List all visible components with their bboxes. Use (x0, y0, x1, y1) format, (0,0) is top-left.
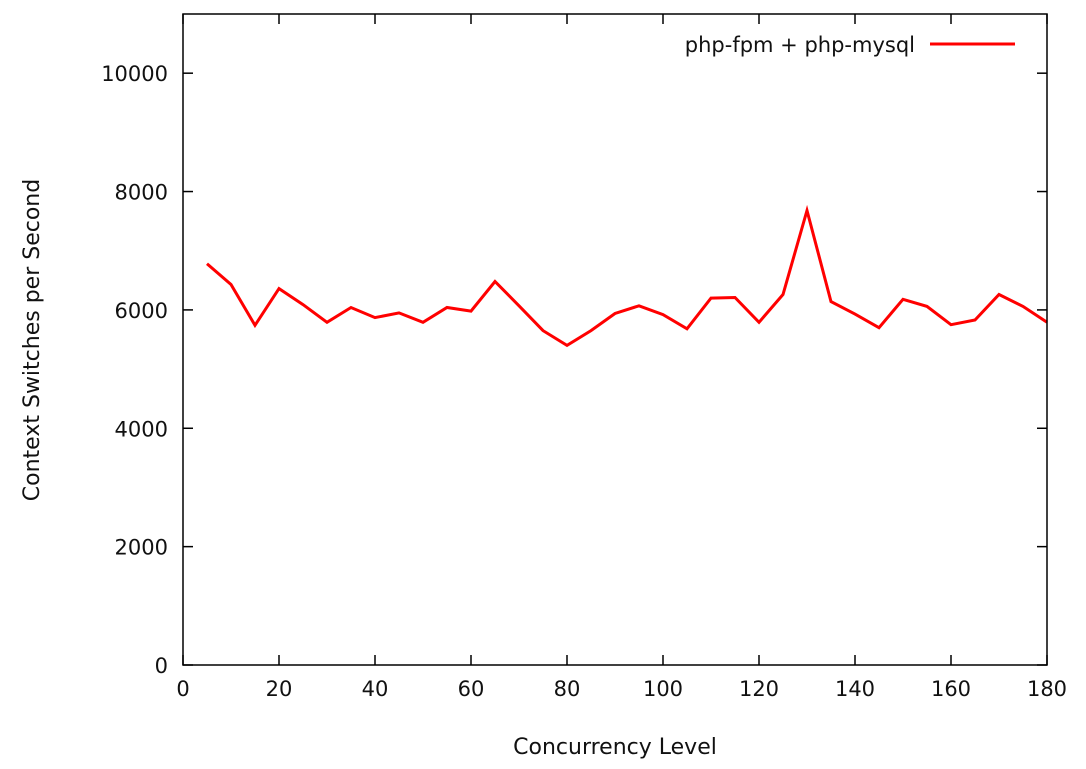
series-layer (206, 204, 1048, 348)
x-tick-label: 80 (554, 677, 581, 701)
x-tick-label: 0 (176, 677, 189, 701)
y-tick-label: 0 (155, 654, 168, 678)
x-tick-label: 60 (458, 677, 485, 701)
x-tick-label: 160 (931, 677, 971, 701)
y-tick-label: 6000 (115, 299, 168, 323)
ticks-layer (182, 14, 1048, 666)
y-axis-title: Context Switches per Second (20, 179, 45, 501)
x-tick-label: 120 (739, 677, 779, 701)
x-tick-label: 180 (1027, 677, 1067, 701)
tick-labels-layer: 0 20 40 60 80 100 120 140 160 180 0 2000 4000 6000 800… (101, 62, 1067, 701)
y-tick-label: 4000 (115, 417, 168, 441)
legend: php-fpm + php-mysql (685, 33, 1015, 57)
y-tick-label: 2000 (115, 536, 168, 560)
y-tick-label: 8000 (115, 181, 168, 205)
legend-label: php-fpm + php-mysql (685, 33, 915, 57)
x-tick-label: 40 (362, 677, 389, 701)
y-tick-label: 10000 (101, 62, 168, 86)
plot-frame (182, 13, 1048, 666)
series-line (206, 204, 1048, 348)
x-tick-label: 140 (835, 677, 875, 701)
x-tick-label: 100 (643, 677, 683, 701)
x-tick-label: 20 (266, 677, 293, 701)
x-axis-title: Concurrency Level (513, 735, 717, 760)
